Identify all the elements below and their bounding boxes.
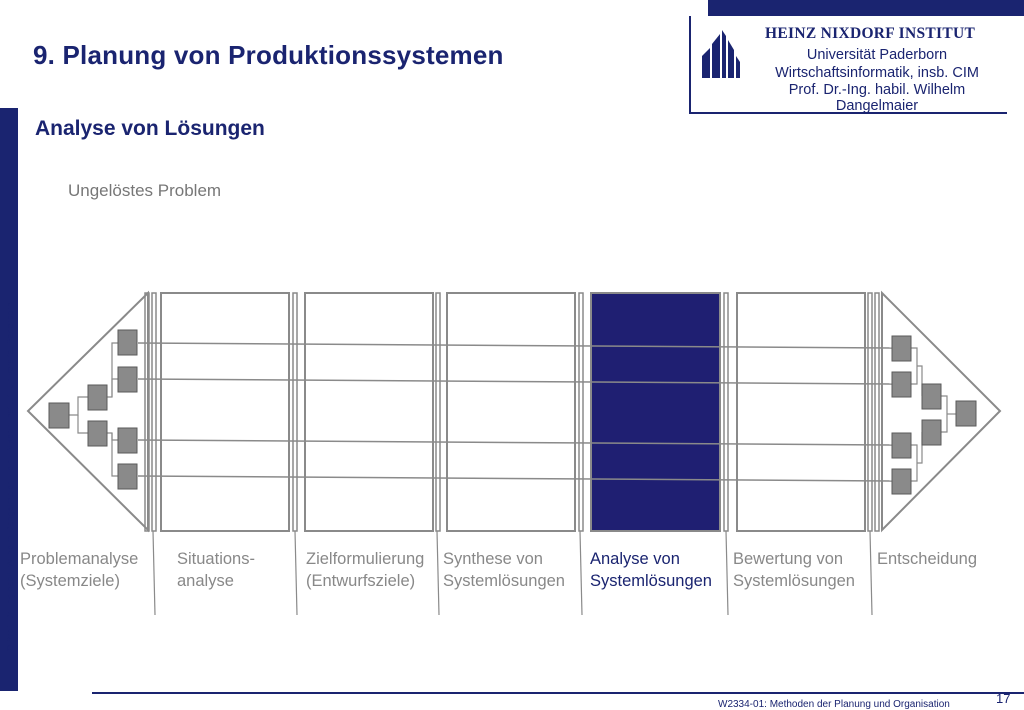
phase-box-active <box>590 292 721 532</box>
phase-label-zielformulierung: Zielformulierung (Entwurfsziele) <box>306 550 425 590</box>
phase-box-5 <box>736 292 866 532</box>
institute-university: Universität Paderborn <box>806 47 948 63</box>
left-tree-lines <box>69 342 118 477</box>
phase-columns <box>144 292 880 532</box>
phase-label-problemanalyse: Problemanalyse (Systemziele) <box>20 550 139 590</box>
phase-box-1 <box>160 292 290 532</box>
phase-label-analyse: Analyse von Systemlösungen <box>590 550 712 590</box>
phase-label-situationsanalyse: Situations- analyse <box>177 550 255 590</box>
header-accent-bar <box>708 0 1024 16</box>
slide-subtitle: Analyse von Lösungen <box>35 117 265 140</box>
problem-label: Ungelöstes Problem <box>68 181 222 200</box>
phase-box-3 <box>446 292 576 532</box>
phase-box-2 <box>304 292 434 532</box>
label-divider-lines <box>152 530 873 616</box>
sidebar-bar <box>0 108 18 691</box>
connector-lines <box>137 342 894 482</box>
page-number: 17 <box>996 691 1011 706</box>
footer-divider <box>92 692 1024 694</box>
left-tree-nodes <box>48 329 138 490</box>
phase-label-entscheidung: Entscheidung <box>877 550 977 568</box>
institute-name: HEINZ NIXDORF INSTITUT <box>765 25 976 42</box>
institute-professor: Prof. Dr.-Ing. habil. Wilhelm Dangelmaie… <box>788 82 966 114</box>
left-hexagon-end <box>26 290 149 533</box>
right-tree-nodes <box>891 335 977 495</box>
footer-course: W2334-01: Methoden der Planung und Organ… <box>718 699 950 710</box>
phase-label-synthese: Synthese von Systemlösungen <box>443 550 565 590</box>
right-hexagon-end <box>881 290 1002 533</box>
institute-header <box>689 16 1007 114</box>
slide-title: 9. Planung von Produktionssystemen <box>33 40 504 70</box>
institute-department: Wirtschaftsinformatik, insb. CIM <box>775 65 979 81</box>
phase-label-bewertung: Bewertung von Systemlösungen <box>733 550 855 590</box>
institute-logo-icon <box>702 30 740 78</box>
